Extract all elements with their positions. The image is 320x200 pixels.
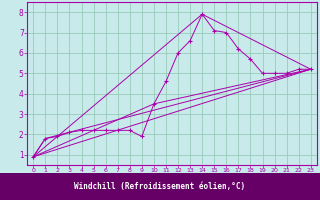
- Text: Windchill (Refroidissement éolien,°C): Windchill (Refroidissement éolien,°C): [75, 182, 245, 191]
